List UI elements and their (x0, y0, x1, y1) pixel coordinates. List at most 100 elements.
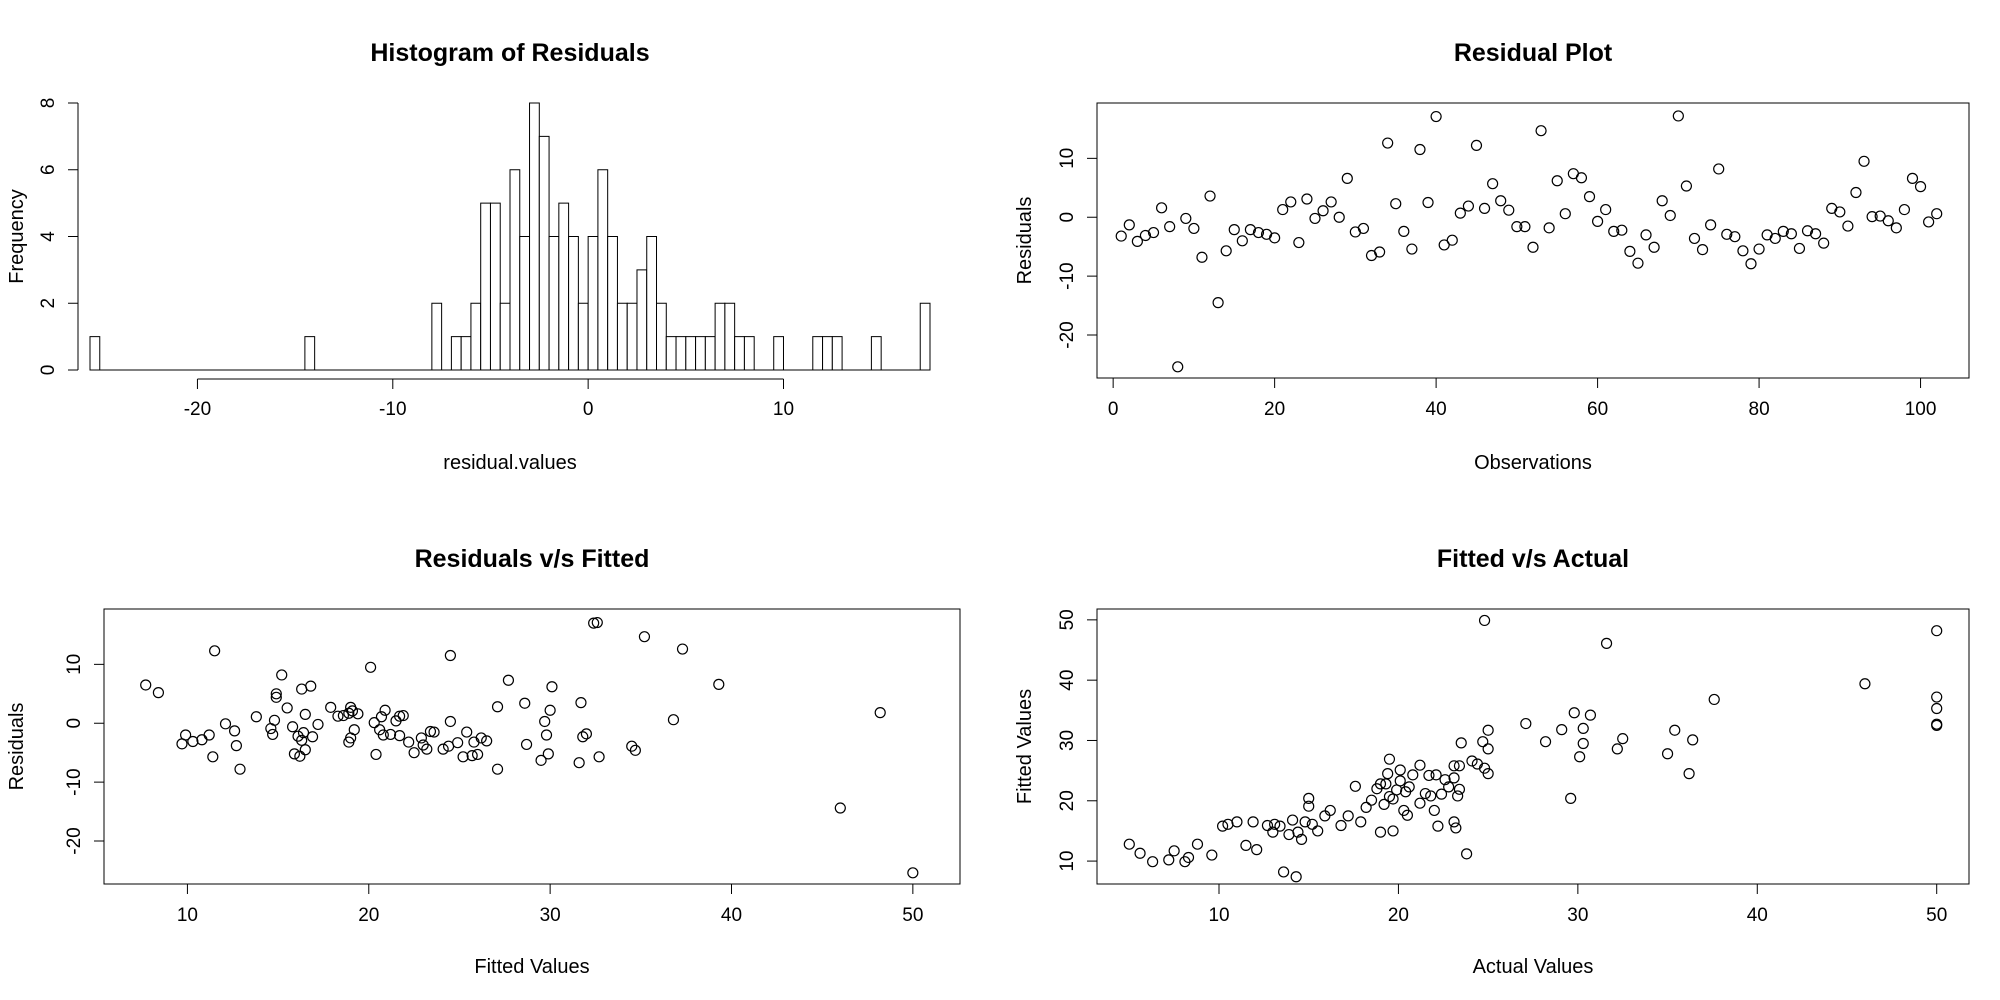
data-point (1874, 210, 1886, 222)
data-point (1349, 780, 1361, 792)
data-point (1261, 819, 1274, 832)
data-point (1818, 237, 1830, 249)
histogram-bar (685, 336, 697, 371)
x-axis-label: Fitted Values (474, 956, 589, 978)
data-point (1543, 222, 1555, 234)
histogram-bar (812, 336, 824, 371)
y-axis-label: Frequency (6, 189, 28, 284)
data-point (591, 616, 603, 629)
data-point (230, 740, 242, 752)
data-point (1482, 724, 1494, 736)
data-point (1661, 748, 1674, 760)
data-point (1455, 737, 1467, 749)
data-point (1503, 204, 1515, 216)
data-point (1430, 769, 1442, 781)
data-point (1236, 235, 1248, 247)
data-point (1520, 717, 1532, 730)
data-point (203, 729, 215, 741)
data-point (1858, 155, 1870, 167)
data-point (471, 748, 484, 761)
data-point (1624, 245, 1636, 257)
data-point (535, 754, 547, 766)
data-point (1204, 190, 1216, 202)
data-point (1906, 172, 1919, 184)
data-point (1357, 222, 1370, 235)
data-point (1382, 137, 1394, 149)
data-point (1753, 243, 1765, 255)
histogram-bar (89, 336, 101, 371)
data-point (1301, 193, 1313, 205)
data-point (1448, 816, 1460, 828)
histogram-bar (489, 202, 501, 371)
data-point (207, 751, 219, 763)
x-tick-label: 40 (1747, 905, 1768, 926)
data-point (1285, 196, 1297, 208)
data-point (1611, 743, 1623, 755)
histogram-bar (577, 302, 589, 371)
data-point (1680, 180, 1693, 192)
data-point (1188, 222, 1200, 235)
data-point (1394, 775, 1406, 787)
y-tick-label: 8 (38, 98, 59, 109)
data-point (1373, 246, 1386, 258)
data-point (270, 691, 282, 703)
data-point (1931, 691, 1943, 703)
data-point (1435, 788, 1448, 800)
histogram-bar (870, 336, 882, 371)
y-tick-label: 10 (64, 654, 85, 675)
data-point (1365, 794, 1378, 806)
histogram-bar (470, 302, 482, 371)
data-point (1705, 219, 1717, 231)
data-point (1519, 221, 1531, 233)
data-point (1466, 755, 1478, 767)
x-tick-label: 20 (358, 905, 379, 926)
data-point (1438, 239, 1450, 251)
histogram-bar (919, 302, 931, 371)
data-point (1866, 211, 1878, 223)
data-point (1206, 849, 1218, 861)
x-tick-label: 60 (1587, 399, 1608, 420)
data-point (1454, 207, 1466, 219)
data-point (667, 714, 680, 726)
y-tick-label: -20 (1057, 321, 1078, 348)
data-point (713, 678, 725, 690)
data-point (297, 727, 310, 739)
data-point (1374, 826, 1387, 838)
data-point (1785, 228, 1797, 240)
data-point (1382, 768, 1394, 780)
fitted-vs-actual-panel: Fitted v/s Actual Actual Values Fitted Val… (1014, 545, 1970, 978)
data-point (1793, 242, 1806, 255)
data-point (219, 718, 232, 730)
data-point (1387, 825, 1399, 837)
data-point (1450, 822, 1462, 834)
data-point (228, 725, 241, 737)
histogram-bar (548, 236, 560, 371)
y-tick-label: 0 (38, 365, 59, 376)
data-point (575, 697, 587, 709)
data-point (1274, 820, 1286, 832)
data-point (437, 743, 449, 755)
data-point (1470, 139, 1483, 151)
data-point (1164, 221, 1176, 233)
histogram-bar (626, 302, 638, 371)
data-point (1299, 816, 1311, 828)
data-point (1293, 236, 1305, 249)
data-point (384, 728, 397, 741)
data-point (270, 688, 282, 700)
y-tick-label: -10 (1057, 262, 1078, 289)
data-point (1914, 181, 1927, 193)
data-point (1664, 209, 1676, 222)
data-point (394, 710, 406, 722)
data-point (415, 732, 427, 744)
data-point (325, 701, 337, 713)
data-point (1584, 709, 1597, 721)
data-point (1147, 226, 1160, 239)
histogram-bar (587, 236, 599, 371)
x-tick-label: 10 (1208, 905, 1229, 926)
x-tick-label: 30 (540, 905, 561, 926)
data-point (1317, 205, 1329, 217)
data-point (1269, 818, 1281, 830)
data-point (1591, 215, 1604, 227)
data-point (519, 697, 531, 709)
